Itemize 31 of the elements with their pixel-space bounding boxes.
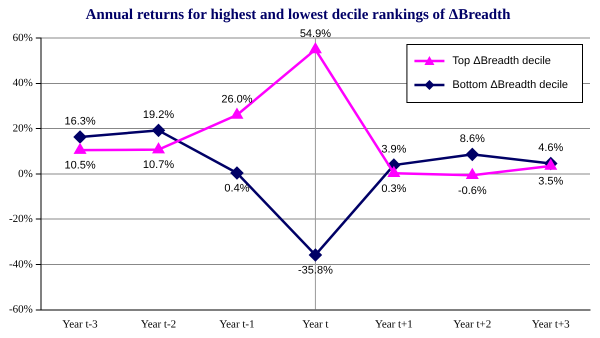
y-tick-label: -60% xyxy=(9,304,33,316)
data-label: 3.9% xyxy=(381,144,407,156)
x-tick-label: Year t+3 xyxy=(532,318,570,330)
data-label: 16.3% xyxy=(64,116,96,128)
y-tick-label: 60% xyxy=(12,32,33,44)
legend-label: Top ΔBreadth decile xyxy=(452,55,551,68)
x-tick-label: Year t-2 xyxy=(140,318,176,330)
data-label: 0.3% xyxy=(381,182,407,195)
data-label: 4.6% xyxy=(538,142,564,154)
data-label: 26.0% xyxy=(221,94,253,106)
data-label: 8.6% xyxy=(460,132,486,145)
y-tick-label: 0% xyxy=(18,168,33,180)
data-label: 19.2% xyxy=(142,108,174,121)
chart-title: Annual returns for highest and lowest decile rankings of ΔBreadth xyxy=(86,6,512,23)
legend-label: Bottom ΔBreadth decile xyxy=(452,79,568,92)
data-label: -35.8% xyxy=(298,264,334,277)
y-tick-label: -40% xyxy=(9,258,33,270)
data-label: 54.9% xyxy=(300,28,332,40)
data-label: 3.5% xyxy=(538,176,564,188)
data-label: 10.7% xyxy=(142,159,174,172)
x-tick-label: Year t-1 xyxy=(219,318,255,330)
x-tick-label: Year t xyxy=(302,318,328,330)
y-tick-label: -20% xyxy=(9,213,33,226)
y-tick-label: 40% xyxy=(12,77,33,90)
data-label: -0.6% xyxy=(458,184,487,197)
x-tick-label: Year t-3 xyxy=(62,318,98,330)
x-tick-label: Year t+1 xyxy=(374,318,413,330)
data-label: 10.5% xyxy=(64,160,96,172)
x-tick-label: Year t+2 xyxy=(453,318,492,330)
y-tick-label: 20% xyxy=(12,122,33,134)
data-label: 0.4% xyxy=(224,182,250,195)
